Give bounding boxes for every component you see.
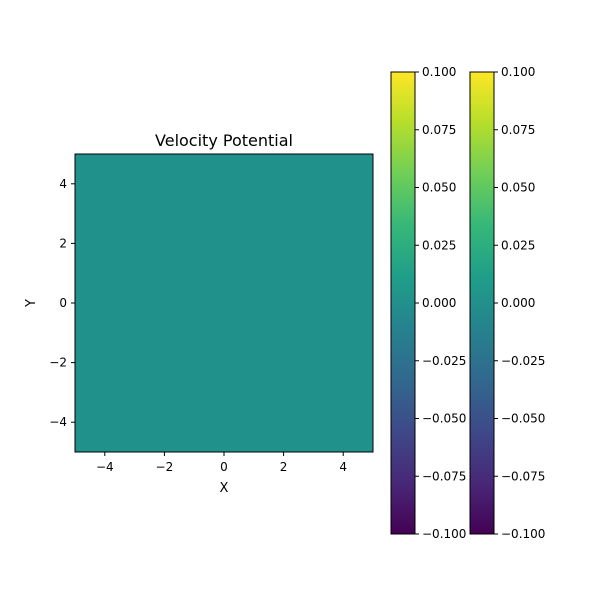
y-tick-label: −2 bbox=[49, 356, 67, 370]
y-axis: −4 −2 0 2 4 bbox=[49, 177, 75, 429]
x-axis: −4 −2 0 2 4 bbox=[96, 452, 347, 474]
colorbar-tick-label: 0.050 bbox=[501, 181, 535, 195]
colorbar-2: −0.100 −0.075 −0.050 −0.025 0.000 0.025 0.050 0… bbox=[469, 65, 545, 541]
colorbar-tick-label: −0.100 bbox=[422, 527, 466, 541]
x-tick-label: −2 bbox=[156, 460, 174, 474]
x-tick-label: 0 bbox=[220, 460, 228, 474]
colorbar-tick-label: 0.075 bbox=[501, 123, 535, 137]
y-tick-label: 4 bbox=[59, 177, 67, 191]
colorbar-tick-label: −0.050 bbox=[422, 412, 466, 426]
potential-field bbox=[75, 154, 373, 452]
x-tick-label: 4 bbox=[339, 460, 347, 474]
colorbar-tick-label: −0.100 bbox=[501, 527, 545, 541]
x-axis-label: X bbox=[220, 481, 229, 496]
axes: −4 −2 0 2 4 −4 −2 0 2 4 Velocity Potential X Y bbox=[24, 131, 374, 496]
colorbar-tick-label: 0.025 bbox=[501, 238, 535, 252]
colorbar-tick-label: 0.000 bbox=[422, 296, 456, 310]
colorbar-tick-label: 0.050 bbox=[422, 181, 456, 195]
y-tick-label: 2 bbox=[59, 236, 67, 250]
colorbars: −0.100 −0.075 −0.050 −0.025 0.000 0.025 0.050 0… bbox=[390, 65, 545, 541]
colorbar-gradient bbox=[470, 72, 494, 534]
colorbar-tick-label: 0.100 bbox=[422, 65, 456, 79]
colorbar-tick-label: 0.025 bbox=[422, 238, 456, 252]
colorbar-tick-label: −0.075 bbox=[501, 469, 545, 483]
colorbar-1: −0.100 −0.075 −0.050 −0.025 0.000 0.025 0.050 0… bbox=[390, 65, 466, 541]
colorbar-tick-label: −0.025 bbox=[501, 354, 545, 368]
colorbar-tick-label: −0.075 bbox=[422, 469, 466, 483]
x-tick-label: −4 bbox=[96, 460, 114, 474]
colorbar-tick-label: −0.050 bbox=[501, 412, 545, 426]
colorbar-tick-label: 0.000 bbox=[501, 296, 535, 310]
colorbar-tick-label: 0.100 bbox=[501, 65, 535, 79]
colorbar-tick-label: 0.075 bbox=[422, 123, 456, 137]
colorbar-gradient bbox=[391, 72, 415, 534]
y-tick-label: 0 bbox=[59, 296, 67, 310]
y-axis-label: Y bbox=[24, 299, 39, 308]
colorbar-tick-label: −0.025 bbox=[422, 354, 466, 368]
y-tick-label: −4 bbox=[49, 415, 67, 429]
x-tick-label: 2 bbox=[280, 460, 288, 474]
chart-title: Velocity Potential bbox=[155, 131, 293, 150]
